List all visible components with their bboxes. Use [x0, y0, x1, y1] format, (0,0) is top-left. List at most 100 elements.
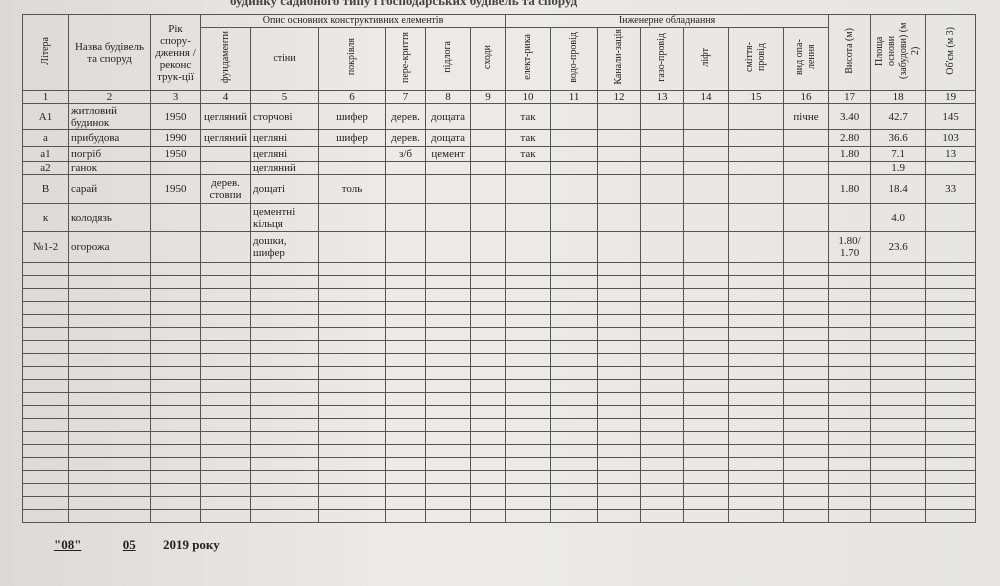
- cell: [728, 161, 785, 175]
- cell: [728, 288, 785, 302]
- cell: [22, 353, 69, 367]
- blank-row: [22, 314, 977, 328]
- date-day: "08": [54, 537, 82, 552]
- cell: [150, 496, 201, 510]
- cell: [925, 457, 977, 471]
- cell: [640, 405, 685, 419]
- column-number: 11: [550, 90, 599, 104]
- cell: [550, 146, 599, 162]
- cell: цемент: [425, 146, 471, 162]
- blank-row: [22, 301, 977, 315]
- cell: [550, 379, 599, 393]
- data-row: а прибудова 1990 цегляний цегляні шифер дерев.…: [22, 129, 977, 147]
- cell: [683, 405, 730, 419]
- cell: [469, 431, 507, 445]
- cell: [683, 483, 730, 497]
- cell: [68, 392, 151, 406]
- cell: [828, 444, 872, 458]
- blank-row: [22, 431, 977, 445]
- cell: [783, 327, 830, 341]
- cell: 7.1: [870, 146, 927, 162]
- cell: [318, 379, 386, 393]
- cell: [318, 496, 386, 510]
- cell: [150, 161, 201, 175]
- cell: [925, 161, 977, 175]
- cell: [925, 262, 977, 276]
- cell: [640, 275, 685, 289]
- cell: [318, 483, 386, 497]
- cell: [250, 457, 319, 471]
- cell: [200, 483, 251, 497]
- cell: [150, 366, 201, 380]
- blank-row: [22, 483, 977, 497]
- cell: [925, 496, 977, 510]
- cell: [683, 161, 730, 175]
- cell: [68, 470, 151, 484]
- cell: [505, 366, 552, 380]
- cell: [150, 418, 201, 432]
- cell: а: [22, 129, 69, 147]
- cell: [200, 405, 251, 419]
- column-number: 14: [683, 90, 730, 104]
- cell: [425, 392, 471, 406]
- cell: [469, 457, 507, 471]
- cell: [783, 444, 830, 458]
- cell: [640, 509, 685, 523]
- cell: [828, 405, 872, 419]
- cell: [597, 288, 642, 302]
- cell: [200, 146, 251, 162]
- cell: [683, 353, 730, 367]
- cell: [318, 146, 386, 162]
- cell: [385, 301, 426, 315]
- cell: [640, 431, 685, 445]
- cell: [550, 392, 599, 406]
- cell: [683, 366, 730, 380]
- cell: [550, 174, 599, 204]
- cell: [728, 146, 785, 162]
- cell: дерев. стовпи: [200, 174, 251, 204]
- cell: [150, 353, 201, 367]
- cell: 36.6: [870, 129, 927, 147]
- column-number: 8: [425, 90, 471, 104]
- cell: [22, 301, 69, 315]
- cell: [469, 496, 507, 510]
- column-header: Площа основи (забудови) (м 2): [870, 14, 927, 91]
- cell: [640, 470, 685, 484]
- cell: дошки, шифер: [250, 231, 319, 263]
- cell: [505, 174, 552, 204]
- column-header: водо-провід: [550, 27, 599, 91]
- cell: [728, 392, 785, 406]
- cell: [425, 301, 471, 315]
- cell: [550, 327, 599, 341]
- cell: [425, 444, 471, 458]
- cell: [318, 327, 386, 341]
- blank-row: [22, 470, 977, 484]
- cell: [870, 405, 927, 419]
- cell: [22, 457, 69, 471]
- cell: [22, 470, 69, 484]
- cell: [150, 262, 201, 276]
- column-header-text: фундаменти: [219, 31, 231, 83]
- cell: [828, 353, 872, 367]
- cell: цементні кільця: [250, 203, 319, 232]
- column-number: 2: [68, 90, 151, 104]
- cell: [505, 405, 552, 419]
- cell: [425, 366, 471, 380]
- cell: [385, 288, 426, 302]
- cell: [728, 262, 785, 276]
- cell: [505, 275, 552, 289]
- column-header: підлога: [425, 27, 471, 91]
- cell: [469, 174, 507, 204]
- cell: [597, 431, 642, 445]
- cell: [683, 314, 730, 328]
- cell: [505, 301, 552, 315]
- cell: [22, 379, 69, 393]
- cell: [250, 470, 319, 484]
- cell: [150, 275, 201, 289]
- column-number: 10: [505, 90, 552, 104]
- cell: [783, 457, 830, 471]
- cell: а1: [22, 146, 69, 162]
- cell: [870, 301, 927, 315]
- cell: [640, 288, 685, 302]
- cell: [550, 509, 599, 523]
